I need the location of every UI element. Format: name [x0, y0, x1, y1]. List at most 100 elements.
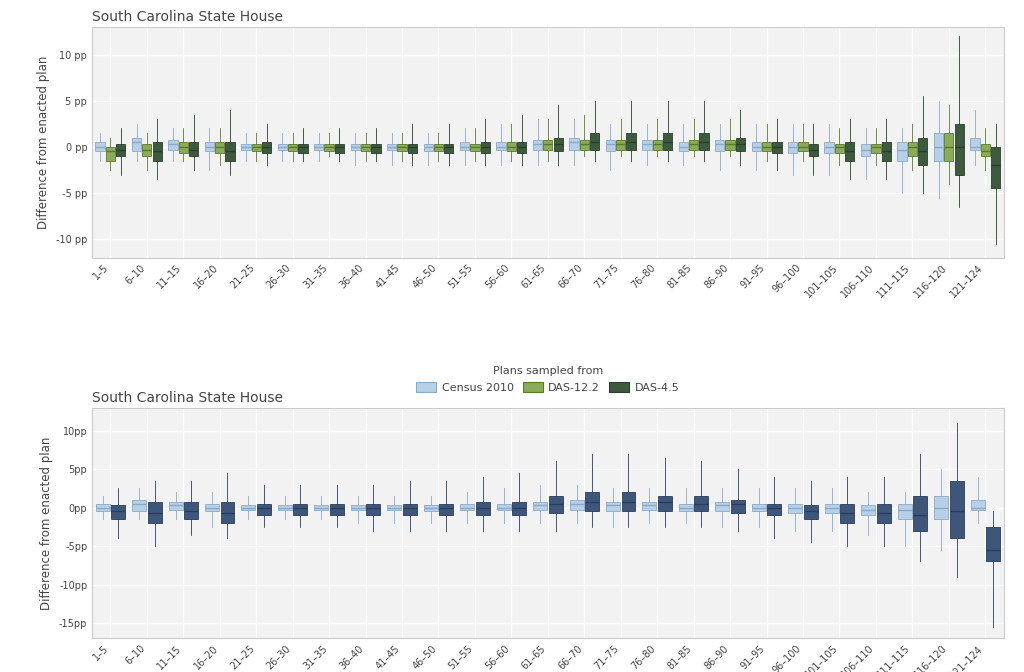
- Text: South Carolina State House: South Carolina State House: [92, 10, 284, 24]
- Bar: [262, 142, 271, 153]
- Bar: [257, 504, 271, 515]
- Bar: [762, 142, 771, 151]
- Bar: [242, 505, 255, 510]
- Bar: [112, 505, 125, 519]
- Bar: [871, 144, 881, 153]
- Bar: [841, 504, 854, 523]
- Bar: [397, 144, 407, 151]
- Bar: [387, 505, 401, 510]
- Bar: [460, 142, 469, 150]
- Bar: [225, 142, 234, 161]
- Bar: [434, 144, 443, 151]
- Bar: [189, 142, 199, 156]
- Bar: [372, 144, 381, 153]
- Bar: [288, 144, 297, 151]
- Bar: [580, 140, 589, 150]
- Bar: [861, 144, 870, 156]
- Bar: [736, 138, 745, 151]
- Bar: [772, 142, 781, 153]
- Bar: [220, 502, 234, 523]
- Bar: [424, 144, 433, 151]
- Bar: [549, 496, 562, 513]
- Bar: [882, 142, 891, 161]
- Bar: [105, 147, 115, 161]
- Bar: [408, 144, 417, 153]
- Bar: [689, 140, 698, 150]
- Bar: [497, 504, 511, 510]
- Bar: [981, 144, 990, 156]
- Bar: [861, 505, 876, 515]
- Bar: [147, 502, 162, 523]
- Bar: [642, 502, 656, 510]
- Bar: [242, 144, 251, 150]
- Bar: [350, 144, 359, 150]
- Bar: [142, 144, 152, 156]
- Bar: [480, 142, 489, 153]
- Bar: [252, 144, 261, 151]
- Bar: [835, 144, 844, 153]
- Bar: [986, 527, 1000, 562]
- Bar: [351, 505, 365, 510]
- Bar: [168, 140, 177, 150]
- Bar: [497, 142, 506, 150]
- Bar: [169, 502, 182, 510]
- Bar: [913, 496, 927, 531]
- Bar: [699, 133, 709, 150]
- Bar: [934, 496, 948, 519]
- Bar: [809, 144, 818, 156]
- Y-axis label: Difference from enacted plan: Difference from enacted plan: [40, 436, 53, 610]
- Bar: [919, 138, 928, 165]
- Bar: [679, 142, 688, 151]
- Bar: [205, 142, 214, 151]
- Bar: [788, 142, 798, 153]
- Y-axis label: Difference from enacted plan: Difference from enacted plan: [37, 56, 50, 229]
- Bar: [95, 504, 110, 511]
- Bar: [767, 504, 781, 515]
- Bar: [731, 500, 744, 513]
- Bar: [679, 504, 693, 511]
- Bar: [184, 502, 198, 519]
- Bar: [95, 142, 104, 151]
- Bar: [658, 496, 672, 511]
- Bar: [616, 140, 626, 150]
- Bar: [569, 500, 584, 510]
- Bar: [752, 142, 761, 151]
- Bar: [991, 147, 1000, 188]
- Bar: [824, 504, 839, 513]
- Bar: [153, 142, 162, 161]
- Bar: [898, 504, 911, 519]
- Bar: [178, 142, 188, 153]
- Bar: [897, 142, 906, 161]
- Bar: [532, 140, 542, 150]
- Bar: [949, 480, 964, 538]
- Bar: [314, 505, 329, 510]
- Bar: [944, 133, 953, 161]
- Bar: [622, 493, 636, 511]
- Bar: [278, 505, 292, 510]
- Bar: [642, 140, 651, 150]
- Bar: [387, 144, 396, 150]
- Bar: [298, 144, 307, 153]
- Bar: [907, 142, 918, 156]
- Bar: [554, 138, 563, 151]
- Bar: [716, 502, 729, 511]
- Bar: [799, 142, 808, 151]
- Bar: [971, 500, 984, 510]
- Bar: [294, 504, 307, 515]
- Bar: [215, 142, 224, 153]
- Bar: [314, 144, 324, 150]
- Bar: [424, 505, 437, 511]
- Bar: [367, 504, 380, 515]
- Bar: [507, 142, 516, 151]
- Bar: [335, 144, 344, 153]
- Bar: [845, 142, 854, 161]
- Bar: [725, 140, 735, 150]
- Bar: [476, 502, 489, 515]
- Bar: [663, 133, 672, 150]
- Bar: [205, 504, 219, 511]
- Bar: [534, 502, 547, 510]
- Bar: [444, 144, 454, 153]
- Bar: [627, 133, 636, 150]
- Bar: [512, 502, 526, 515]
- Bar: [877, 504, 891, 523]
